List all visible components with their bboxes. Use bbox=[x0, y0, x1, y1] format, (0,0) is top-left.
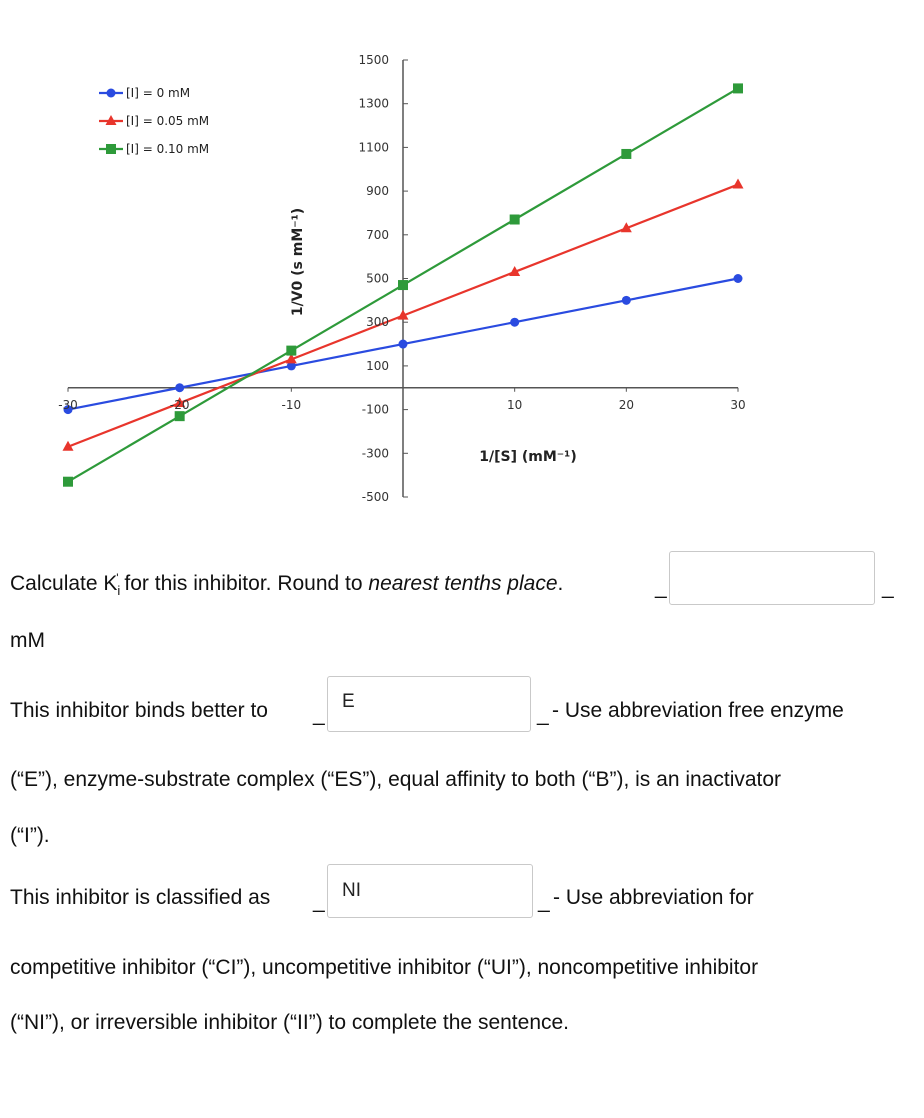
data-point bbox=[106, 144, 116, 154]
data-point bbox=[621, 295, 631, 305]
data-point bbox=[174, 411, 185, 422]
y-tick-label: -500 bbox=[362, 490, 389, 504]
data-point bbox=[398, 280, 408, 291]
x-tick-label: -30 bbox=[58, 398, 78, 412]
x-tick-label: 10 bbox=[507, 398, 522, 412]
binding-prefix: This inhibitor binds better to bbox=[10, 699, 268, 722]
lineweaver-burk-chart: -30 -20 -10 10 20 30 1500 1300 1100 900 700 500 300 1… bbox=[58, 53, 745, 504]
data-point bbox=[733, 83, 743, 94]
y-tick-label: -100 bbox=[362, 403, 389, 417]
binding-answer-input[interactable] bbox=[327, 676, 531, 732]
y-tick-label: 900 bbox=[366, 184, 389, 198]
data-point bbox=[733, 274, 743, 283]
y-tick-label: 1500 bbox=[358, 53, 389, 67]
y-tick-label: 300 bbox=[366, 315, 389, 329]
blank-mark: _ bbox=[538, 890, 550, 913]
ki-answer-input[interactable] bbox=[669, 551, 875, 605]
data-point bbox=[63, 476, 73, 487]
blank-mark: _ bbox=[537, 703, 549, 726]
binding-options-line: (“I”). bbox=[10, 824, 50, 847]
data-point bbox=[397, 309, 409, 320]
x-tick-label: -10 bbox=[282, 398, 302, 412]
data-point bbox=[105, 115, 117, 125]
y-tick-label: 100 bbox=[366, 359, 389, 373]
data-point bbox=[510, 317, 520, 327]
data-point bbox=[398, 339, 408, 349]
binding-suffix: - Use abbreviation free enzyme bbox=[552, 699, 844, 722]
legend-label: [I] = 0 mM bbox=[126, 86, 190, 100]
data-point bbox=[175, 383, 185, 393]
y-tick-label: 500 bbox=[366, 272, 389, 286]
binding-options-line: (“E”), enzyme-substrate complex (“ES”), … bbox=[10, 768, 782, 791]
question-ki: Calculate Ki' for this inhibitor. Round … bbox=[10, 571, 563, 599]
x-tick-label: -20 bbox=[170, 398, 190, 412]
data-point bbox=[174, 397, 186, 408]
ki-text-after: . bbox=[557, 572, 564, 595]
chart-legend: [I] = 0 mM [I] = 0.05 mM [I] = 0.10 mM bbox=[99, 86, 209, 156]
data-point bbox=[621, 148, 632, 159]
series-markers bbox=[62, 83, 744, 487]
data-point bbox=[285, 353, 297, 364]
data-point bbox=[620, 222, 632, 233]
y-tick-label: 700 bbox=[366, 228, 389, 242]
data-point bbox=[62, 440, 74, 451]
blank-mark: _ bbox=[655, 576, 667, 599]
ki-italic: nearest tenths place bbox=[368, 572, 558, 595]
data-point bbox=[732, 178, 744, 189]
data-point bbox=[509, 214, 520, 225]
classification-options-line: competitive inhibitor (“CI”), uncompetit… bbox=[10, 956, 759, 979]
y-axis-label: 1/V0 (s mM⁻¹) bbox=[290, 208, 306, 316]
y-tick-label: -300 bbox=[362, 446, 389, 460]
ki-prefix: Calculate K bbox=[10, 572, 118, 595]
tick-labels: -30 -20 -10 10 20 30 1500 1300 1100 900 700 500 300 1… bbox=[58, 53, 745, 504]
data-point bbox=[509, 265, 521, 276]
blank-mark: _ bbox=[882, 576, 894, 599]
blank-mark: _ bbox=[313, 703, 325, 726]
legend-label: [I] = 0.05 mM bbox=[126, 114, 209, 128]
classification-suffix: - Use abbreviation for bbox=[553, 886, 754, 909]
x-tick-label: 30 bbox=[730, 398, 745, 412]
ki-text-before: for this inhibitor. Round to bbox=[118, 572, 369, 595]
x-axis-label: 1/[S] (mM⁻¹) bbox=[479, 449, 576, 465]
classification-prefix: This inhibitor is classified as bbox=[10, 886, 271, 909]
y-tick-label: 1300 bbox=[358, 97, 389, 111]
data-point bbox=[286, 361, 296, 371]
blank-mark: _ bbox=[313, 890, 325, 913]
data-point bbox=[286, 345, 297, 356]
data-point bbox=[106, 88, 116, 98]
legend-label: [I] = 0.10 mM bbox=[126, 142, 209, 156]
ki-subscript: i bbox=[117, 583, 121, 599]
x-tick-label: 20 bbox=[619, 398, 634, 412]
ki-unit: mM bbox=[10, 629, 45, 652]
data-point bbox=[63, 405, 73, 415]
y-tick-label: 1100 bbox=[358, 140, 389, 154]
classification-options-line: (“NI”), or irreversible inhibitor (“II”)… bbox=[10, 1011, 570, 1034]
ki-prime: ' bbox=[116, 571, 119, 585]
classification-answer-input[interactable] bbox=[327, 864, 533, 918]
